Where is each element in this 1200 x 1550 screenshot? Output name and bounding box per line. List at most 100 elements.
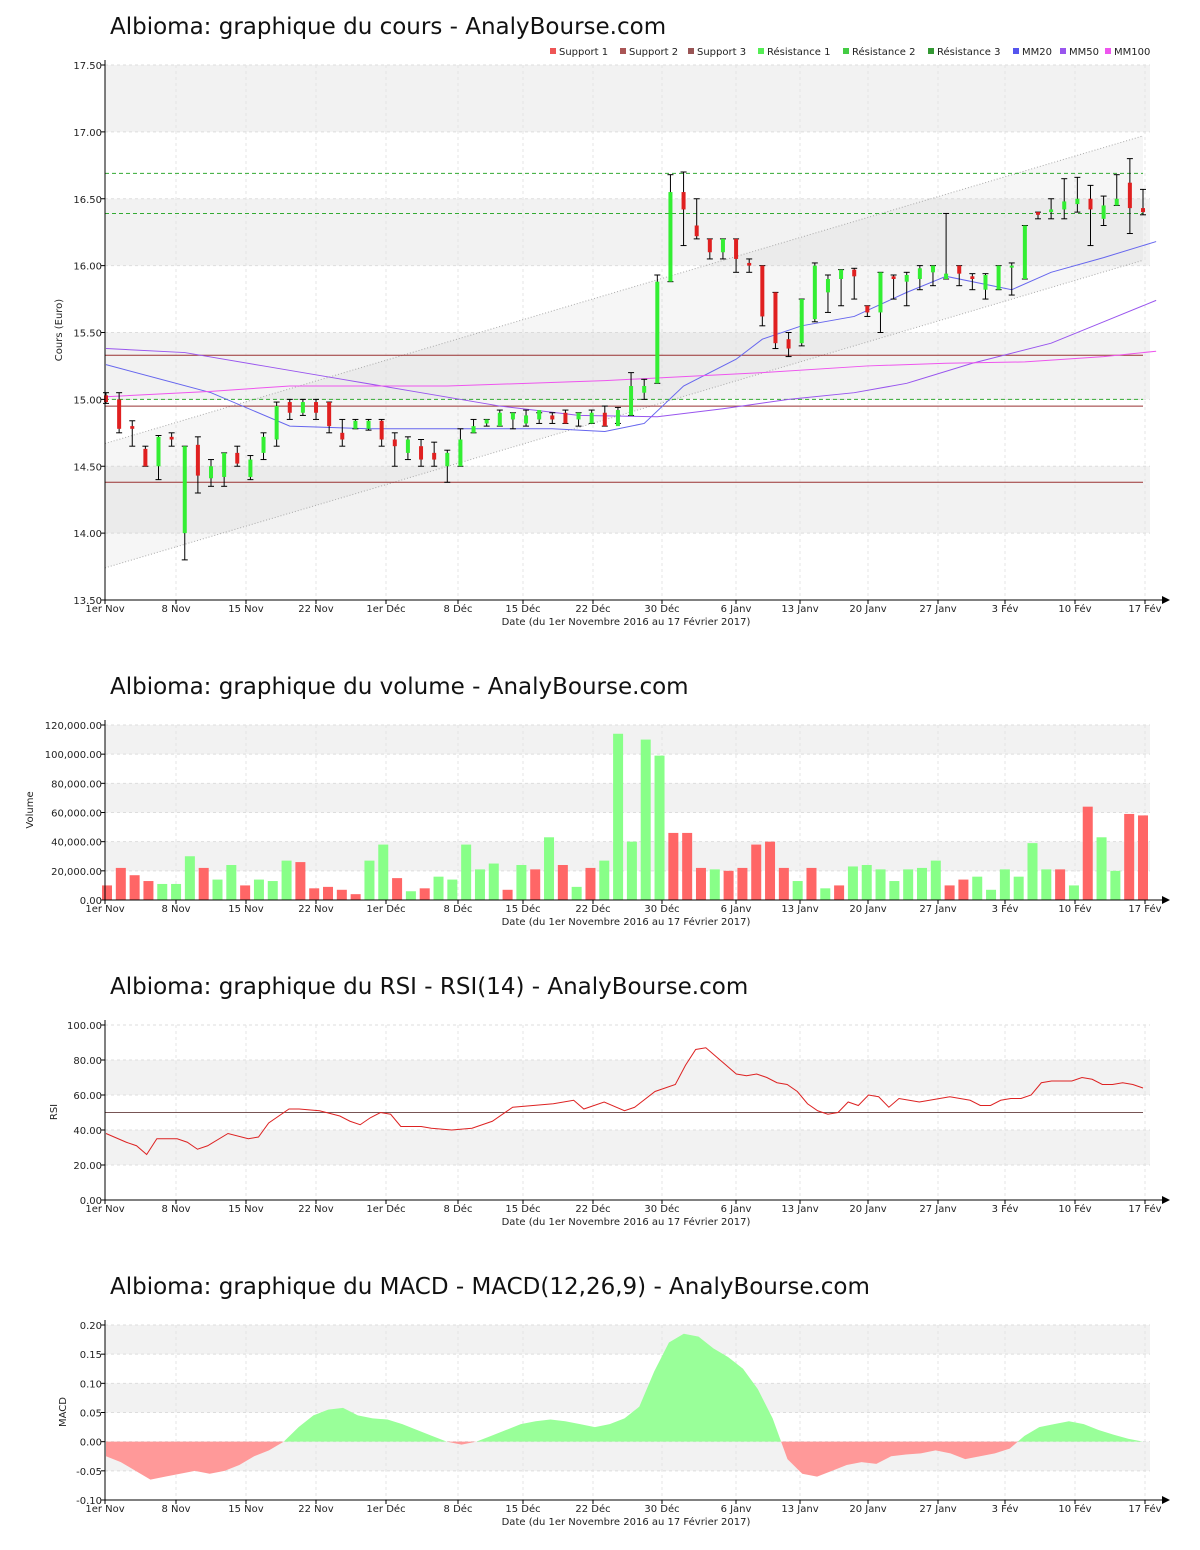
x-tick-label: 22 Déc: [575, 903, 610, 915]
volume-bar: [129, 875, 140, 900]
x-tick-label: 15 Nov: [228, 604, 264, 615]
rsi-chart-title: Albioma: graphique du RSI - RSI(14) - An…: [110, 974, 748, 1000]
macd-panel: Albioma: graphique du MACD - MACD(12,26,…: [58, 1274, 1170, 1528]
y-tick-label: 0.20: [80, 1321, 102, 1332]
macd-y-label: MACD: [58, 1397, 69, 1427]
y-tick-label: 17.00: [73, 128, 102, 139]
moving-average-mm100: [105, 350, 1157, 398]
candle-body: [537, 410, 542, 420]
price-y-label: Cours (Euro): [54, 299, 65, 362]
candle-body: [484, 419, 489, 424]
candle-body: [957, 265, 962, 274]
background-band: [105, 1060, 1150, 1095]
x-tick-label: 3 Fév: [992, 1203, 1019, 1215]
price-chart-title: Albioma: graphique du cours - AnalyBours…: [110, 14, 666, 40]
candle-body: [602, 412, 607, 427]
x-tick-label: 15 Déc: [505, 603, 540, 615]
x-tick-label: 15 Nov: [228, 1504, 264, 1515]
y-tick-label: 20.00: [73, 1161, 102, 1172]
volume-bar: [309, 888, 320, 900]
candle-body: [589, 412, 594, 424]
candle-body: [944, 273, 949, 279]
candle-body: [471, 426, 476, 433]
x-tick-label: 30 Déc: [644, 903, 679, 915]
background-band: [105, 783, 1150, 813]
x-tick-label: 22 Nov: [298, 904, 334, 915]
volume-bar: [916, 867, 927, 900]
y-tick-label: 0.05: [80, 1409, 102, 1420]
candle-body: [839, 269, 844, 279]
volume-bar: [419, 888, 430, 900]
volume-bar: [102, 885, 112, 900]
volume-bar: [115, 867, 126, 900]
price-x-ticks: 1er Nov 8 Nov 15 Nov 22 Nov 1er Déc 8 Déc 15 D…: [85, 600, 1162, 615]
candle-body: [156, 436, 161, 467]
x-tick-label: 15 Déc: [505, 1503, 540, 1515]
x-axis-arrow: [1162, 896, 1170, 904]
y-tick-label: 14.00: [73, 529, 102, 540]
volume-bar: [723, 870, 734, 900]
volume-bar: [1110, 870, 1121, 900]
legend-swatch: [928, 48, 934, 54]
x-tick-label: 20 Janv: [849, 604, 886, 615]
candle-body: [760, 265, 765, 317]
candle-body: [747, 262, 752, 266]
volume-bar: [1027, 843, 1038, 900]
volume-bar: [516, 865, 527, 900]
x-tick-label: 1er Nov: [85, 1204, 124, 1215]
volume-bar: [626, 841, 637, 900]
volume-bar: [930, 860, 941, 900]
y-tick-label: 14.50: [73, 462, 102, 473]
candlesticks: [103, 158, 1146, 561]
y-tick-label: 13.50: [73, 596, 102, 607]
candle-body: [707, 238, 712, 253]
volume-x-label: Date (du 1er Novembre 2016 au 17 Février…: [502, 916, 751, 928]
volume-bar: [1138, 815, 1148, 900]
x-tick-label: 8 Déc: [444, 603, 473, 615]
candle-body: [917, 268, 922, 279]
x-tick-label: 22 Déc: [575, 1203, 610, 1215]
candle-body: [720, 238, 725, 253]
candle-body: [1009, 265, 1014, 268]
legend-entry: Support 2: [629, 47, 678, 58]
candle-body: [143, 448, 148, 467]
background-band: [105, 1325, 1150, 1355]
candle-body: [773, 292, 778, 344]
x-tick-label: 22 Nov: [298, 1504, 334, 1515]
x-tick-label: 17 Fév: [1128, 603, 1161, 615]
x-tick-label: 10 Fév: [1058, 1503, 1091, 1515]
legend-entry: Résistance 1: [767, 46, 830, 58]
volume-bar: [240, 885, 251, 900]
legend-entry: MM100: [1114, 47, 1150, 58]
volume-bar: [613, 733, 624, 900]
volume-y-ticks: 0.00 20,000.00 40,000.00 60,000.00 80,000.00…: [45, 721, 105, 907]
candle-body: [812, 265, 817, 320]
volume-bar: [654, 755, 665, 900]
x-tick-label: 3 Fév: [992, 1503, 1019, 1515]
volume-bar: [999, 869, 1010, 900]
background-band: [105, 332, 1150, 400]
x-tick-label: 1er Déc: [366, 1503, 405, 1515]
legend-swatch: [843, 48, 849, 54]
volume-bar: [695, 867, 706, 900]
candle-body: [300, 402, 305, 413]
x-tick-label: 13 Janv: [781, 1204, 818, 1215]
legend-swatch: [550, 48, 556, 54]
x-tick-label: 8 Déc: [444, 1203, 473, 1215]
candle-body: [235, 452, 240, 464]
y-tick-label: 20,000.00: [51, 867, 102, 878]
y-tick-label: 80,000.00: [51, 779, 102, 790]
volume-bar: [557, 865, 568, 900]
macd-positive-area: [1017, 1421, 1143, 1442]
volume-bar: [903, 869, 914, 900]
candle-body: [904, 274, 909, 282]
support-resistance-lines: [105, 172, 1143, 483]
candle-body: [1062, 201, 1067, 210]
candle-body: [195, 444, 200, 476]
candle-body: [629, 386, 634, 416]
channel-fill: [105, 135, 1143, 568]
candle-body: [445, 452, 450, 467]
candle-body: [655, 281, 660, 384]
candle-body: [681, 192, 686, 210]
x-tick-label: 15 Nov: [228, 904, 264, 915]
